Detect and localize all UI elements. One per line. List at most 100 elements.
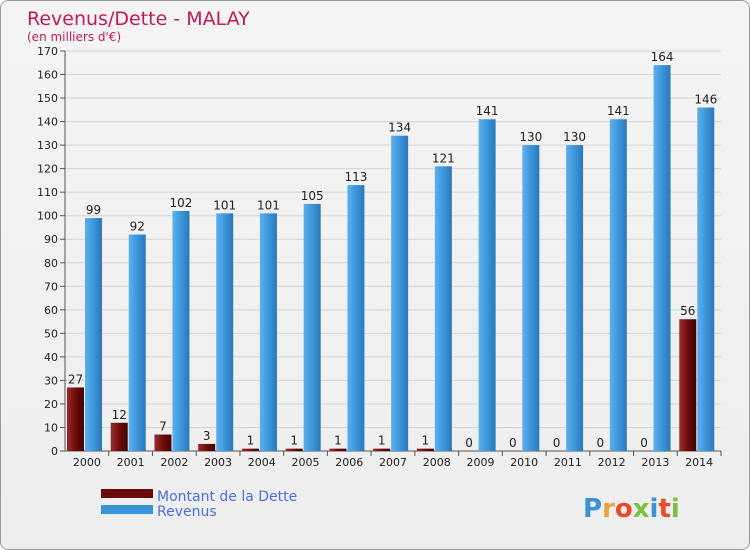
data-label-dette: 0 <box>553 436 561 450</box>
y-tick-label: 70 <box>44 280 58 293</box>
bar-revenus <box>347 185 365 451</box>
logo-letter: r <box>602 494 615 524</box>
data-label-dette: 1 <box>378 434 386 448</box>
bar-dette <box>373 448 391 451</box>
x-tick-label: 2011 <box>554 456 582 469</box>
data-label-dette: 27 <box>68 372 83 386</box>
bar-revenus <box>609 119 627 451</box>
data-label-dette: 1 <box>422 434 430 448</box>
chart-title: Revenus/Dette - MALAY <box>27 8 250 30</box>
data-label-dette: 12 <box>112 408 127 422</box>
bar-dette <box>679 319 697 451</box>
bar-revenus <box>391 135 409 452</box>
bar-revenus <box>653 65 671 451</box>
data-label-dette: 0 <box>465 436 473 450</box>
bar-revenus <box>259 213 277 451</box>
y-tick-label: 20 <box>44 398 58 411</box>
x-tick-label: 2004 <box>248 456 276 469</box>
y-tick-label: 50 <box>44 327 58 340</box>
data-label-revenus: 102 <box>170 196 193 210</box>
y-tick-label: 100 <box>37 210 58 223</box>
y-tick-label: 120 <box>37 163 58 176</box>
bar-dette <box>329 448 347 451</box>
data-label-dette: 1 <box>334 434 342 448</box>
y-tick-label: 160 <box>37 69 58 82</box>
x-tick-label: 2014 <box>685 456 713 469</box>
y-tick-label: 0 <box>51 445 58 458</box>
legend-label-revenus: Revenus <box>157 504 217 520</box>
x-tick-label: 2002 <box>160 456 188 469</box>
x-tick-label: 2001 <box>117 456 145 469</box>
y-tick-label: 10 <box>44 421 58 434</box>
y-tick-label: 60 <box>44 304 58 317</box>
y-tick-label: 140 <box>37 116 58 129</box>
data-label-revenus: 92 <box>130 220 145 234</box>
bar-dette <box>110 422 128 451</box>
y-tick-label: 130 <box>37 139 58 152</box>
data-label-revenus: 130 <box>519 130 542 144</box>
bar-dette <box>67 387 84 451</box>
data-label-revenus: 164 <box>651 50 674 64</box>
y-tick-label: 110 <box>37 186 58 199</box>
x-tick-label: 2003 <box>204 456 232 469</box>
data-label-dette: 1 <box>290 434 298 448</box>
bar-revenus <box>85 218 102 451</box>
x-tick-label: 2012 <box>598 456 626 469</box>
legend-swatch-dette <box>101 489 153 498</box>
y-tick-label: 90 <box>44 233 58 246</box>
x-tick-label: 2008 <box>423 456 451 469</box>
bar-revenus <box>434 166 452 451</box>
y-tick-label: 150 <box>37 92 58 105</box>
data-label-revenus: 113 <box>344 170 367 184</box>
bar-dette <box>285 448 303 451</box>
x-tick-label: 2005 <box>292 456 320 469</box>
data-label-revenus: 121 <box>432 151 455 165</box>
x-tick-label: 2009 <box>466 456 494 469</box>
logo-letter: i <box>671 494 680 524</box>
bar-revenus <box>522 145 540 451</box>
logo-letter: i <box>650 494 659 524</box>
data-label-dette: 3 <box>203 429 211 443</box>
data-label-revenus: 99 <box>86 203 101 217</box>
x-tick-label: 2010 <box>510 456 538 469</box>
data-label-revenus: 141 <box>476 104 499 118</box>
data-label-dette: 0 <box>640 436 648 450</box>
y-tick-label: 170 <box>37 45 58 58</box>
logo-letter: o <box>615 494 633 524</box>
bar-revenus <box>128 234 146 451</box>
data-label-revenus: 101 <box>257 198 280 212</box>
bar-revenus <box>172 211 190 451</box>
bar-dette <box>416 448 434 451</box>
data-label-revenus: 105 <box>301 189 324 203</box>
y-tick-label: 30 <box>44 374 58 387</box>
x-tick-label: 2007 <box>379 456 407 469</box>
x-tick-label: 2013 <box>641 456 669 469</box>
y-tick-label: 80 <box>44 257 58 270</box>
bar-revenus <box>216 213 234 451</box>
bar-revenus <box>478 119 496 451</box>
logo-letter: t <box>658 494 670 524</box>
data-label-revenus: 134 <box>388 121 411 135</box>
logo-letter: P <box>583 494 602 524</box>
data-label-revenus: 141 <box>607 104 630 118</box>
data-label-revenus: 146 <box>694 92 717 106</box>
proxiti-logo: Proxiti <box>583 494 680 524</box>
data-label-revenus: 130 <box>563 130 586 144</box>
chart-subtitle: (en milliers d'€) <box>27 30 121 44</box>
data-label-revenus: 101 <box>213 198 236 212</box>
x-tick-label: 2000 <box>73 456 101 469</box>
data-label-dette: 0 <box>509 436 517 450</box>
bar-revenus <box>697 107 715 452</box>
bar-dette <box>198 443 216 451</box>
legend-swatch-revenus <box>101 505 153 514</box>
y-tick-label: 40 <box>44 351 58 364</box>
data-label-dette: 0 <box>596 436 604 450</box>
bar-revenus <box>566 145 584 451</box>
bar-dette <box>241 448 259 451</box>
bar-dette <box>154 434 172 451</box>
bar-revenus <box>303 203 321 451</box>
data-label-dette: 1 <box>247 434 255 448</box>
legend-label-dette: Montant de la Dette <box>157 489 297 505</box>
